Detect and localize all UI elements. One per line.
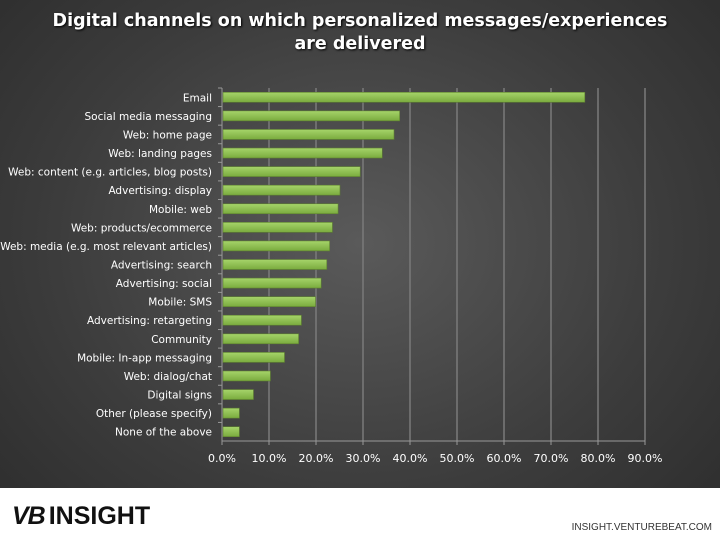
category-label: Other (please specify) <box>96 408 212 420</box>
bar <box>222 166 361 177</box>
x-tick-label: 0.0% <box>208 452 236 465</box>
title-line-2: are delivered <box>294 34 426 54</box>
bar <box>222 184 341 196</box>
footer: VB INSIGHT INSIGHT.VENTUREBEAT.COM <box>0 488 720 540</box>
bar <box>222 240 330 252</box>
category-label: Advertising: social <box>116 278 212 290</box>
bar <box>222 389 254 400</box>
x-tick-label: 50.0% <box>440 452 475 465</box>
category-label: Email <box>183 92 212 104</box>
bar <box>222 314 302 326</box>
bar <box>222 370 271 382</box>
bar <box>222 147 383 159</box>
x-tick-label: 60.0% <box>487 452 522 465</box>
category-label: Web: media (e.g. most relevant articles) <box>0 241 212 253</box>
chart-title: Digital channels on which personalized m… <box>0 10 720 56</box>
x-tick-label: 80.0% <box>581 452 616 465</box>
x-tick-label: 70.0% <box>534 452 569 465</box>
bar <box>222 426 240 438</box>
category-label: Web: dialog/chat <box>124 371 212 383</box>
category-label: Community <box>151 334 212 346</box>
logo-vb: VB <box>12 502 46 530</box>
x-tick-label: 90.0% <box>628 452 663 465</box>
category-label: Mobile: SMS <box>148 297 212 309</box>
x-tick-label: 20.0% <box>299 452 334 465</box>
bar <box>222 129 395 140</box>
category-label: Mobile: In-app messaging <box>77 352 212 364</box>
bar <box>222 259 328 270</box>
title-line-1: Digital channels on which personalized m… <box>52 11 668 31</box>
x-tick-label: 10.0% <box>252 452 287 465</box>
bar-chart: 0.0% 10.0% 20.0% 30.0% 40.0% 50.0% 60.0% 70.0% 8… <box>0 87 663 465</box>
category-label: Advertising: retargeting <box>87 315 212 327</box>
bar <box>222 91 586 103</box>
category-label: Advertising: search <box>111 260 212 272</box>
category-label: Web: landing pages <box>108 148 212 160</box>
x-tick-label: 30.0% <box>346 452 381 465</box>
category-label: Mobile: web <box>149 204 212 216</box>
category-label: Social media messaging <box>85 111 212 123</box>
category-label: Web: home page <box>123 129 212 141</box>
bar <box>222 296 316 307</box>
category-label: Digital signs <box>147 390 212 402</box>
bar <box>222 277 322 289</box>
bar <box>222 333 299 345</box>
x-tick-label: 40.0% <box>393 452 428 465</box>
bar <box>222 352 285 363</box>
category-label: None of the above <box>115 427 212 439</box>
site-url: INSIGHT.VENTUREBEAT.COM <box>571 522 712 533</box>
bar <box>222 203 339 215</box>
logo-insight: INSIGHT <box>48 502 151 530</box>
category-label: Web: content (e.g. articles, blog posts) <box>8 167 212 179</box>
bar <box>222 222 333 233</box>
bar <box>222 110 400 122</box>
category-label: Web: products/ecommerce <box>71 222 212 234</box>
vb-insight-logo: VB INSIGHT <box>12 502 150 531</box>
bar <box>222 407 240 419</box>
category-label: Advertising: display <box>108 185 212 197</box>
